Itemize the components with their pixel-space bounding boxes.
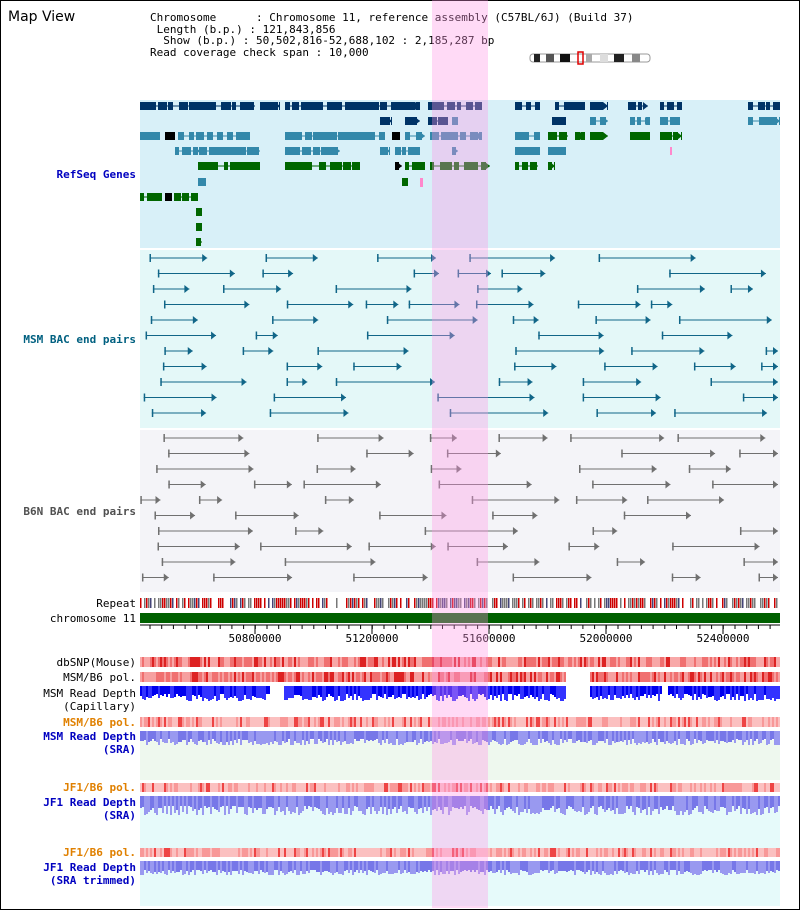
axis-tick-label: 51200000: [345, 632, 399, 645]
track-label-jf1-depth-sra-sub: (SRA): [102, 809, 136, 822]
repeat-track: [140, 598, 780, 608]
info-span-key: Read coverage check span: [150, 45, 309, 59]
track-label-refseq[interactable]: RefSeq Genes: [56, 168, 136, 181]
track-label-repeat: Repeat: [96, 597, 136, 610]
track-label-b6n-bac[interactable]: B6N BAC end pairs: [23, 505, 136, 518]
chromosome-bar: [140, 613, 780, 623]
track-label-msm-depth-cap: MSM Read Depth: [43, 687, 136, 700]
track-label-msm-b6-pol-sra: MSM/B6 pol.: [63, 716, 136, 729]
b6n-bac-features[interactable]: [140, 434, 778, 582]
msm-bac-features[interactable]: [143, 254, 778, 417]
track-label-jf1-depth-trim: JF1 Read Depth: [43, 861, 136, 874]
axis-tick-label: 50800000: [228, 632, 282, 645]
track-label-msm-bac[interactable]: MSM BAC end pairs: [23, 333, 136, 346]
info-length-key: Length (b.p.): [156, 22, 243, 36]
info-show-key: Show (b.p.): [163, 34, 237, 47]
info-length-value: 121,843,856: [262, 22, 336, 36]
track-label-msm-b6-pol: MSM/B6 pol.: [63, 671, 136, 684]
info-span-value: 10,000: [328, 45, 369, 59]
refseq-gene-features[interactable]: [140, 102, 780, 246]
b6n-bac-track-bg: [140, 430, 780, 592]
axis-tick-label: 52400000: [696, 632, 750, 645]
track-label-jf1-b6-pol: JF1/B6 pol.: [63, 781, 136, 794]
track-label-jf1-depth-sra: JF1 Read Depth: [43, 796, 136, 809]
axis-tick-label: 52000000: [579, 632, 633, 645]
msm-bac-track-bg: [140, 250, 780, 428]
track-label-msm-depth-cap-sub: (Capillary): [63, 700, 136, 713]
track-label-dbsnp: dbSNP(Mouse): [56, 656, 136, 669]
ideogram-position-marker: [577, 51, 584, 65]
axis-tick-label: 51600000: [462, 632, 516, 645]
track-label-jf1-depth-trim-sub: (SRA trimmed): [49, 874, 136, 887]
track-label-chromosome: chromosome 11: [49, 612, 136, 625]
track-label-msm-depth-sra-sub: (SRA): [102, 743, 136, 756]
jf1-trim-bg: [140, 868, 780, 906]
msm-sra-bg: [140, 740, 780, 780]
info-chrom-value: Chromosome 11, reference assembly (C57BL…: [269, 11, 634, 24]
view-title: Map View: [8, 9, 76, 25]
coordinate-axis: [140, 624, 780, 634]
track-label-jf1-b6-pol-2: JF1/B6 pol.: [63, 846, 136, 859]
chromosome-ideogram[interactable]: [529, 51, 651, 65]
heatmap-tracks: [140, 657, 780, 875]
track-label-msm-depth-sra: MSM Read Depth: [43, 730, 136, 743]
chromosome-info: Chromosome : Chromosome 11, reference as…: [150, 11, 634, 59]
info-show-value: 50,502,816-52,688,102 : 2,185,287 bp: [255, 34, 495, 47]
info-chrom-key: Chromosome: [150, 11, 217, 24]
